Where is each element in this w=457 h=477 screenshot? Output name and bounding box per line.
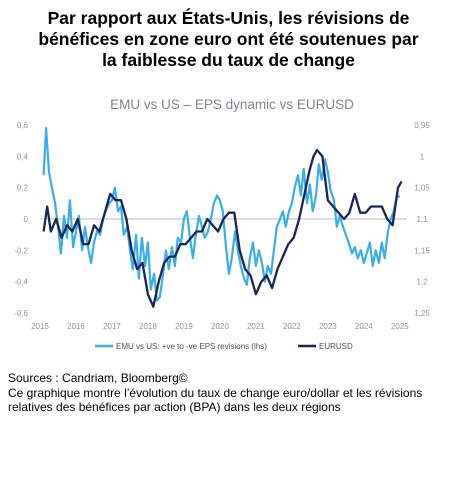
legend-label-eurusd: EURUSD	[319, 342, 353, 351]
x-tick-label: 2019	[175, 322, 193, 331]
right-tick-label: 1,2	[416, 278, 428, 287]
chart-title: EMU vs US – EPS dynamic vs EURUSD	[110, 97, 354, 112]
x-tick-label: 2016	[67, 322, 85, 331]
headline-line-2: bénéfices en zone euro ont été soutenues…	[38, 29, 419, 49]
eps-eurusd-chart: EMU vs US – EPS dynamic vs EURUSD 0,6 0,4…	[14, 97, 430, 351]
left-tick-label: 0	[24, 215, 29, 224]
x-tick-label: 2025	[391, 322, 409, 331]
x-tick-label: 2017	[103, 322, 121, 331]
left-axis-ticks: 0,6 0,4 0,2 0 -0,2 -0,4 -0,6	[14, 121, 28, 318]
chart-headline: Par rapport aux États-Unis, les révision…	[0, 8, 457, 71]
left-tick-label: 0,4	[17, 152, 29, 161]
x-tick-label: 2022	[283, 322, 301, 331]
right-tick-label: 1,25	[414, 309, 430, 318]
left-tick-label: -0,4	[14, 278, 28, 287]
left-tick-label: -0,6	[14, 309, 28, 318]
x-tick-label: 2024	[355, 322, 373, 331]
eps-revisions-line	[42, 126, 401, 302]
right-tick-label: 1	[420, 152, 425, 161]
x-tick-label: 2023	[319, 322, 337, 331]
eurusd-line	[42, 148, 403, 308]
series-lines	[42, 126, 403, 308]
footer-notes: Sources : Candriam, Bloomberg© Ce graphi…	[8, 371, 448, 415]
sources-line: Sources : Candriam, Bloomberg©	[8, 371, 188, 385]
chart-caption: Ce graphique montre l’évolution du taux …	[8, 385, 423, 415]
legend: EMU vs US: +ve to -ve EPS revisions (lhs…	[95, 342, 353, 351]
headline-line-1: Par rapport aux États-Unis, les révision…	[47, 8, 410, 28]
left-tick-label: -0,2	[14, 246, 28, 255]
left-tick-label: 0,6	[17, 121, 29, 130]
right-tick-label: 1,05	[414, 184, 430, 193]
left-tick-label: 0,2	[17, 184, 29, 193]
x-tick-label: 2020	[211, 322, 229, 331]
x-axis-ticks: 2015 2016 2017 2018 2019 2020 2021 2022 2023 2024…	[31, 322, 409, 331]
right-tick-label: 0,95	[414, 121, 430, 130]
x-tick-label: 2021	[247, 322, 265, 331]
legend-label-eps: EMU vs US: +ve to -ve EPS revisions (lhs…	[116, 342, 267, 351]
right-tick-label: 1,15	[414, 246, 430, 255]
right-axis-ticks: 0,95 1 1,05 1,1 1,15 1,2 1,25	[414, 121, 430, 318]
x-tick-label: 2015	[31, 322, 49, 331]
headline-line-3: la faiblesse du taux de change	[102, 50, 355, 70]
right-tick-label: 1,1	[416, 215, 428, 224]
x-tick-label: 2018	[139, 322, 157, 331]
